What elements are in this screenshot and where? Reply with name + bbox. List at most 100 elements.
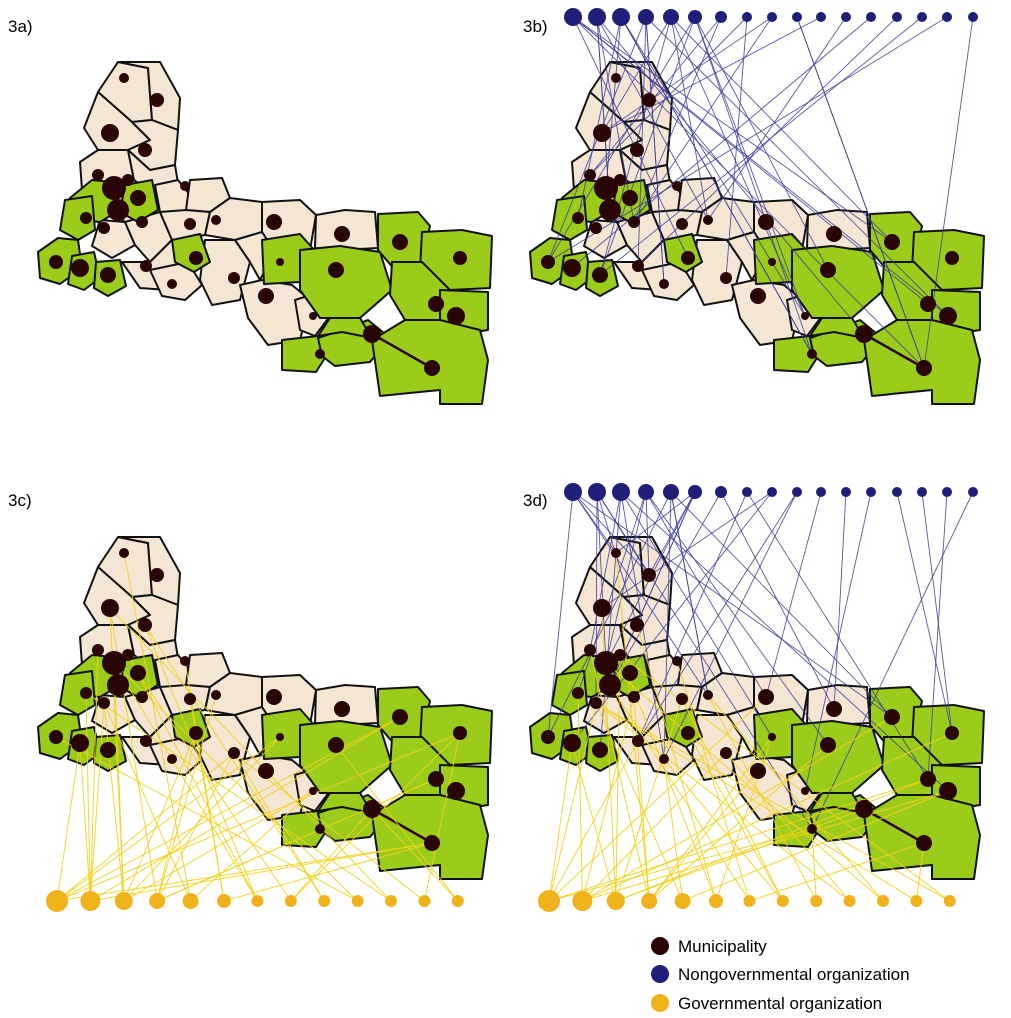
ngo-link [547, 491, 574, 738]
municipality-node [681, 251, 695, 265]
municipality-node [447, 307, 465, 325]
municipality-node [592, 267, 608, 283]
municipality-node [750, 763, 766, 779]
gov-link [577, 692, 583, 902]
municipality-node [228, 747, 240, 759]
ngo-link [670, 491, 893, 718]
ngo-link [572, 491, 709, 696]
municipality-node [720, 747, 732, 759]
ngo-link [589, 491, 622, 651]
municipality-node [80, 687, 92, 699]
municipality-node [632, 260, 644, 272]
gov-link [56, 842, 433, 902]
municipality-node [593, 599, 611, 617]
municipality-node [642, 93, 656, 107]
ngo-link [572, 491, 893, 718]
ngo-link [637, 491, 748, 742]
ngo-link [571, 491, 773, 744]
municipality-node [614, 649, 626, 661]
municipality-node [49, 730, 63, 744]
ngo-link [601, 16, 822, 134]
municipality-node [820, 737, 836, 753]
municipality-node [807, 824, 817, 834]
gov-node [351, 895, 364, 907]
municipality-node [672, 656, 682, 666]
ngo-link [571, 16, 872, 269]
gov-link [90, 716, 401, 902]
ngo-link [796, 16, 925, 369]
municipality-node [768, 733, 776, 741]
ngo-link [577, 16, 622, 219]
municipality-node [592, 742, 608, 758]
panels-group: 3a) 3b) 3c) 3d) [8, 8, 985, 912]
gov-link [123, 790, 314, 902]
gov-link [589, 649, 650, 902]
municipality-node [184, 693, 196, 705]
municipality-node [916, 835, 932, 851]
municipality-node [945, 726, 959, 740]
ngo-link [596, 491, 607, 664]
gov-link [85, 692, 392, 902]
municipality-node [630, 143, 644, 157]
gov-link [156, 752, 235, 902]
ngo-node [588, 8, 606, 26]
gov-node [810, 895, 823, 907]
municipality-node [632, 735, 644, 747]
gov-node [418, 895, 431, 907]
municipality-node [630, 618, 644, 632]
gov-link [595, 702, 684, 902]
ngo-link [633, 16, 773, 223]
ngo-link [601, 16, 773, 134]
municipality-node [119, 548, 129, 558]
municipality-node [453, 726, 467, 740]
gov-link [103, 702, 192, 902]
municipality-node [211, 690, 221, 700]
ngo-node [968, 487, 978, 497]
gov-link [595, 702, 951, 902]
ngo-node [663, 9, 679, 25]
municipality-node [676, 218, 688, 230]
municipality-node [590, 222, 602, 234]
municipality-node [98, 697, 110, 709]
gov-link [190, 790, 314, 902]
ngo-node [715, 11, 727, 23]
municipality-node [140, 735, 152, 747]
ngo-link [572, 16, 689, 259]
ngo-node [917, 12, 927, 22]
municipality-node [258, 288, 274, 304]
ngo-node [638, 9, 654, 25]
ngo-link [927, 491, 948, 780]
region-green [59, 195, 96, 241]
gov-link [156, 694, 217, 902]
municipality-node [939, 307, 957, 325]
gov-link [676, 660, 750, 902]
gov-link [113, 662, 258, 902]
gov-link [595, 702, 917, 902]
municipality-node [920, 296, 936, 312]
ngo-links [547, 491, 974, 830]
ngo-link [804, 491, 872, 792]
ngo-node [612, 8, 630, 26]
ngo-link [620, 16, 806, 317]
gov-node [572, 891, 593, 911]
panel-3a: 3a) [8, 17, 493, 405]
municipality-node [939, 782, 957, 800]
municipality-node [100, 267, 116, 283]
legend-municipality-label: Municipality [678, 937, 767, 956]
ngo-link [896, 491, 953, 734]
ngo-node [816, 487, 826, 497]
panel-3b: 3b) [523, 8, 985, 405]
gov-node [709, 894, 723, 908]
gov-link [144, 624, 325, 902]
ngo-node [564, 483, 582, 501]
ngo-node [612, 483, 630, 501]
gov-link [371, 808, 459, 902]
ngo-link [572, 16, 929, 305]
gov-link [548, 742, 573, 902]
gov-link [85, 692, 91, 902]
gov-node [80, 891, 101, 911]
municipality-node [447, 782, 465, 800]
gov-link [113, 662, 358, 902]
municipality-node [541, 255, 555, 269]
municipality-node [150, 93, 164, 107]
